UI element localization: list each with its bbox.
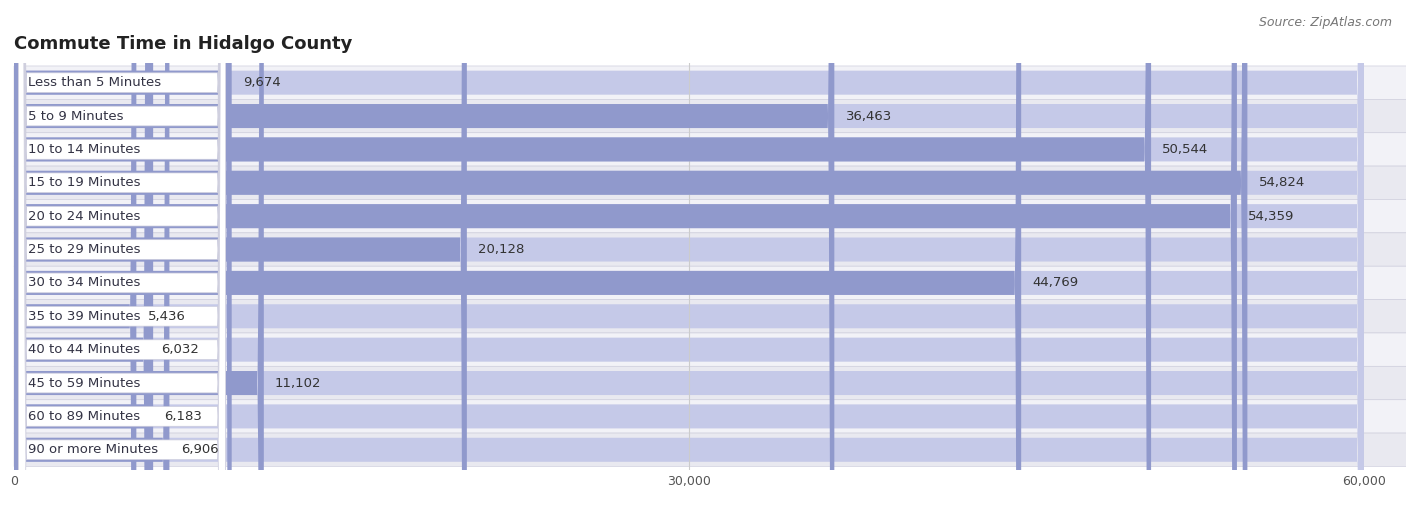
FancyBboxPatch shape <box>14 0 1152 522</box>
FancyBboxPatch shape <box>14 0 264 522</box>
FancyBboxPatch shape <box>18 0 225 522</box>
FancyBboxPatch shape <box>14 0 1364 522</box>
FancyBboxPatch shape <box>14 0 232 522</box>
FancyBboxPatch shape <box>14 233 1406 266</box>
FancyBboxPatch shape <box>18 0 225 522</box>
Text: 25 to 29 Minutes: 25 to 29 Minutes <box>28 243 141 256</box>
FancyBboxPatch shape <box>18 0 225 522</box>
FancyBboxPatch shape <box>14 0 1247 522</box>
FancyBboxPatch shape <box>18 0 225 522</box>
FancyBboxPatch shape <box>14 400 1406 433</box>
Text: 15 to 19 Minutes: 15 to 19 Minutes <box>28 176 141 189</box>
Text: 20 to 24 Minutes: 20 to 24 Minutes <box>28 210 141 223</box>
FancyBboxPatch shape <box>14 0 1364 522</box>
FancyBboxPatch shape <box>18 0 225 522</box>
Text: 5 to 9 Minutes: 5 to 9 Minutes <box>28 110 124 123</box>
Text: 40 to 44 Minutes: 40 to 44 Minutes <box>28 343 139 356</box>
Text: 6,906: 6,906 <box>180 443 218 456</box>
FancyBboxPatch shape <box>14 0 1364 522</box>
FancyBboxPatch shape <box>14 0 1237 522</box>
FancyBboxPatch shape <box>14 0 169 522</box>
Text: 60 to 89 Minutes: 60 to 89 Minutes <box>28 410 139 423</box>
Text: 44,769: 44,769 <box>1032 277 1078 289</box>
FancyBboxPatch shape <box>18 0 225 522</box>
FancyBboxPatch shape <box>14 166 1406 199</box>
Text: 36,463: 36,463 <box>845 110 891 123</box>
FancyBboxPatch shape <box>14 0 1364 522</box>
Text: 30 to 34 Minutes: 30 to 34 Minutes <box>28 277 141 289</box>
FancyBboxPatch shape <box>18 0 225 522</box>
FancyBboxPatch shape <box>14 0 1364 522</box>
FancyBboxPatch shape <box>14 99 1406 133</box>
Text: 11,102: 11,102 <box>276 376 322 389</box>
FancyBboxPatch shape <box>14 199 1406 233</box>
Text: 6,183: 6,183 <box>165 410 202 423</box>
Text: 6,032: 6,032 <box>162 343 198 356</box>
FancyBboxPatch shape <box>14 0 1364 522</box>
FancyBboxPatch shape <box>14 133 1406 166</box>
Text: 9,674: 9,674 <box>243 76 281 89</box>
FancyBboxPatch shape <box>18 0 225 522</box>
Text: 20,128: 20,128 <box>478 243 524 256</box>
FancyBboxPatch shape <box>14 0 1364 522</box>
FancyBboxPatch shape <box>14 0 467 522</box>
FancyBboxPatch shape <box>14 333 1406 366</box>
Text: 90 or more Minutes: 90 or more Minutes <box>28 443 157 456</box>
Text: 35 to 39 Minutes: 35 to 39 Minutes <box>28 310 141 323</box>
FancyBboxPatch shape <box>14 366 1406 400</box>
Text: 5,436: 5,436 <box>148 310 186 323</box>
Text: Less than 5 Minutes: Less than 5 Minutes <box>28 76 160 89</box>
FancyBboxPatch shape <box>14 0 1364 522</box>
Text: 50,544: 50,544 <box>1163 143 1209 156</box>
FancyBboxPatch shape <box>18 0 225 522</box>
Text: 45 to 59 Minutes: 45 to 59 Minutes <box>28 376 141 389</box>
Text: 54,359: 54,359 <box>1249 210 1295 223</box>
FancyBboxPatch shape <box>14 0 1364 522</box>
FancyBboxPatch shape <box>14 0 834 522</box>
FancyBboxPatch shape <box>14 66 1406 99</box>
FancyBboxPatch shape <box>18 0 225 522</box>
FancyBboxPatch shape <box>14 300 1406 333</box>
FancyBboxPatch shape <box>14 266 1406 300</box>
FancyBboxPatch shape <box>14 0 136 522</box>
FancyBboxPatch shape <box>14 0 153 522</box>
FancyBboxPatch shape <box>14 0 1364 522</box>
FancyBboxPatch shape <box>18 0 225 522</box>
Text: 10 to 14 Minutes: 10 to 14 Minutes <box>28 143 141 156</box>
Text: Commute Time in Hidalgo County: Commute Time in Hidalgo County <box>14 35 353 53</box>
FancyBboxPatch shape <box>14 0 1364 522</box>
FancyBboxPatch shape <box>14 0 1021 522</box>
FancyBboxPatch shape <box>14 433 1406 467</box>
FancyBboxPatch shape <box>14 0 150 522</box>
FancyBboxPatch shape <box>14 0 1364 522</box>
Text: 54,824: 54,824 <box>1258 176 1305 189</box>
Text: Source: ZipAtlas.com: Source: ZipAtlas.com <box>1258 16 1392 29</box>
FancyBboxPatch shape <box>18 0 225 522</box>
